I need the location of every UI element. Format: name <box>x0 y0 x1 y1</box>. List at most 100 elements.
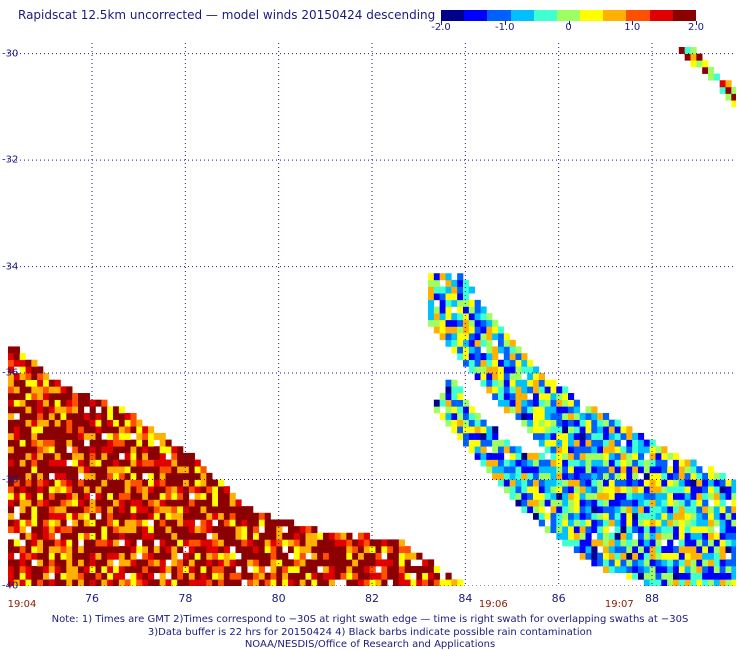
wind-cell <box>603 512 610 520</box>
wind-cell <box>457 313 464 321</box>
wind-cell <box>124 566 131 573</box>
wind-cell <box>463 406 470 414</box>
wind-cell <box>556 479 563 487</box>
wind-cell <box>608 506 615 514</box>
wind-cell <box>83 472 90 480</box>
wind-cell <box>229 512 236 520</box>
wind-cell <box>643 446 650 454</box>
wind-cell <box>241 546 248 554</box>
wind-cell <box>603 479 610 487</box>
wind-cell <box>439 319 446 327</box>
wind-cell <box>54 412 61 420</box>
wind-cell <box>48 499 55 507</box>
wind-cell <box>614 459 621 467</box>
wind-cell <box>60 492 67 500</box>
wind-cell <box>159 472 166 480</box>
wind-cell <box>37 366 44 374</box>
wind-cell <box>235 532 242 540</box>
wind-cell <box>655 572 662 580</box>
wind-cell <box>468 426 475 434</box>
wind-cell <box>573 499 580 507</box>
wind-cell <box>463 353 470 361</box>
wind-cell <box>678 539 685 547</box>
wind-cell <box>678 559 685 567</box>
wind-cell <box>538 506 545 514</box>
wind-cell <box>25 532 32 540</box>
wind-cell <box>159 539 166 547</box>
wind-cell <box>171 472 178 480</box>
wind-cell <box>498 346 505 354</box>
wind-cell <box>153 492 160 500</box>
wind-cell <box>655 486 662 494</box>
wind-cell <box>498 459 505 467</box>
wind-cell <box>229 559 236 567</box>
wind-cell <box>655 566 662 573</box>
wind-cell <box>183 579 190 586</box>
wind-cell <box>177 526 184 534</box>
wind-cell <box>72 506 79 514</box>
wind-cell <box>25 419 32 427</box>
wind-cell <box>579 419 586 427</box>
wind-cell <box>643 539 650 547</box>
wind-cell <box>498 386 505 394</box>
wind-cell <box>667 499 674 507</box>
wind-cell <box>632 439 639 447</box>
latitude-tick-label: -38 <box>2 474 19 486</box>
wind-cell <box>626 479 633 487</box>
wind-cell <box>474 432 481 440</box>
wind-cell <box>632 446 639 454</box>
wind-cell <box>585 452 592 460</box>
wind-cell <box>486 346 493 354</box>
wind-cell <box>194 472 201 480</box>
wind-cell <box>159 446 166 454</box>
wind-cell <box>538 399 545 407</box>
wind-cell <box>183 512 190 520</box>
wind-cell <box>521 419 528 427</box>
wind-cell <box>655 466 662 474</box>
wind-cell <box>264 532 271 540</box>
wind-cell <box>655 552 662 560</box>
wind-cell <box>136 479 143 487</box>
wind-cell <box>13 526 20 534</box>
wind-cell <box>457 326 464 334</box>
wind-cell <box>282 532 289 540</box>
wind-cell <box>101 519 108 527</box>
longitude-tick-label: 76 <box>85 592 99 605</box>
wind-cell <box>72 499 79 507</box>
wind-cell <box>247 519 254 527</box>
wind-cell <box>393 566 400 573</box>
wind-cell <box>136 519 143 527</box>
wind-cell <box>544 412 551 420</box>
wind-cell <box>509 346 516 354</box>
wind-cell <box>713 539 720 547</box>
wind-cell <box>393 579 400 586</box>
wind-cell <box>445 572 452 580</box>
wind-cell <box>468 359 475 367</box>
wind-cell <box>43 446 50 454</box>
wind-cell <box>620 506 627 514</box>
wind-cell <box>60 399 67 407</box>
wind-cell <box>521 412 528 420</box>
wind-cell <box>393 552 400 560</box>
wind-cell <box>95 559 102 567</box>
wind-cell <box>655 579 662 586</box>
wind-cell <box>8 359 15 367</box>
wind-cell <box>194 466 201 474</box>
wind-cell <box>521 393 528 400</box>
wind-cell <box>673 492 680 500</box>
wind-cell <box>684 53 691 61</box>
wind-cell <box>25 439 32 447</box>
colorbar-segment <box>672 10 696 21</box>
wind-cell <box>37 446 44 454</box>
wind-cell <box>527 499 534 507</box>
wind-cell <box>503 472 510 480</box>
wind-cell <box>597 452 604 460</box>
wind-cell <box>8 572 15 580</box>
wind-cell <box>270 579 277 586</box>
wind-cell <box>101 439 108 447</box>
wind-cell <box>19 546 26 554</box>
wind-cell <box>684 506 691 514</box>
wind-cell <box>54 452 61 460</box>
wind-cell <box>118 419 125 427</box>
wind-cell <box>585 439 592 447</box>
